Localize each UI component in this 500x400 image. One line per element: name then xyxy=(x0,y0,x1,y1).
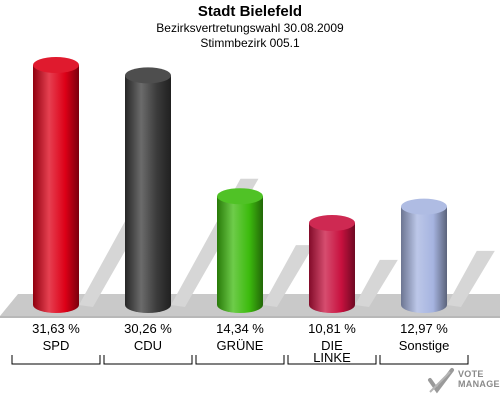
category-bracket xyxy=(287,355,377,365)
value-label: 14,34 % xyxy=(216,321,264,336)
logo-text: VOTE MANAGER xyxy=(458,369,500,389)
bar xyxy=(125,75,171,313)
bar-shadow xyxy=(355,259,398,307)
bar xyxy=(309,222,355,313)
category-label: DIE xyxy=(321,338,343,353)
vote-manager-logo xyxy=(428,368,454,394)
value-label: 31,63 % xyxy=(32,321,80,336)
bar-top xyxy=(401,198,447,215)
bar-shadow xyxy=(263,245,314,307)
logo-line-1: VOTE xyxy=(458,369,484,379)
category-label: LINKE xyxy=(313,350,351,365)
category-bracket xyxy=(379,355,469,365)
chart-subtitle: Bezirksvertretungswahl 30.08.2009 xyxy=(156,21,344,35)
bar-top xyxy=(217,188,263,205)
chart-title: Stadt Bielefeld xyxy=(197,3,303,20)
category-label: CDU xyxy=(134,338,162,353)
value-label: 30,26 % xyxy=(124,321,172,336)
bar-top xyxy=(33,57,79,73)
category-label: SPD xyxy=(43,338,70,353)
value-label: 12,97 % xyxy=(400,321,448,336)
bar xyxy=(217,196,263,313)
bar-top xyxy=(309,214,355,231)
chart-district: Stimmbezirk 005.1 xyxy=(200,36,300,50)
category-bracket xyxy=(11,355,101,365)
chart-floor-edge xyxy=(0,316,500,318)
check-mark-icon xyxy=(428,368,454,394)
category-label: Sonstige xyxy=(399,338,450,353)
category-bracket xyxy=(195,355,285,365)
value-label: 10,81 % xyxy=(308,321,356,336)
bar-shadow xyxy=(447,250,495,307)
logo-line-2: MANAGER xyxy=(458,379,500,389)
bar xyxy=(33,65,79,313)
category-bracket xyxy=(103,355,193,365)
category-label: GRÜNE xyxy=(217,338,264,353)
bar-top xyxy=(125,67,171,84)
bar xyxy=(401,206,447,313)
